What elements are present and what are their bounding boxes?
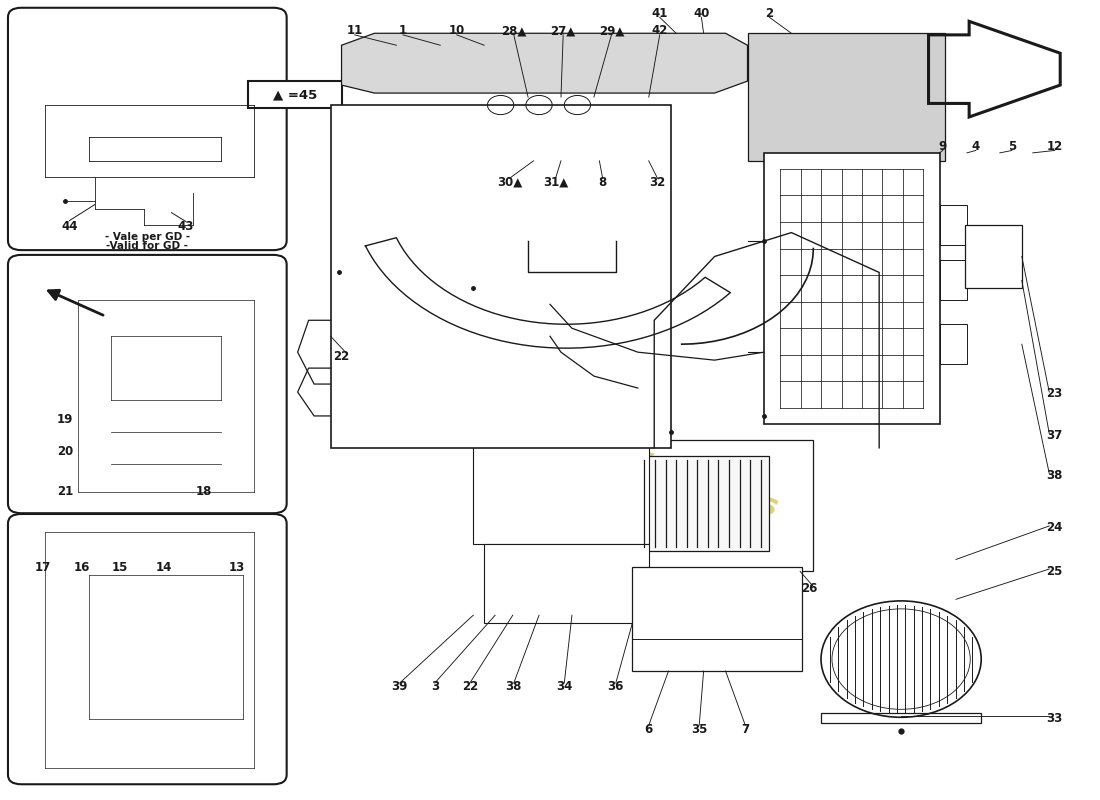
PathPatch shape — [341, 34, 748, 93]
FancyBboxPatch shape — [249, 81, 341, 108]
Text: 23: 23 — [1046, 387, 1063, 400]
Text: 32: 32 — [649, 176, 666, 189]
FancyBboxPatch shape — [939, 261, 967, 300]
FancyBboxPatch shape — [484, 543, 649, 623]
FancyBboxPatch shape — [473, 440, 649, 543]
FancyBboxPatch shape — [614, 135, 660, 154]
Text: 9: 9 — [938, 140, 947, 153]
FancyBboxPatch shape — [614, 119, 660, 138]
Text: 2: 2 — [766, 7, 773, 20]
Text: 19: 19 — [57, 414, 74, 426]
Text: 34: 34 — [557, 681, 572, 694]
Text: 22: 22 — [462, 681, 478, 694]
Text: 16: 16 — [74, 561, 90, 574]
Text: 35: 35 — [691, 722, 707, 736]
Text: 36: 36 — [607, 681, 624, 694]
Text: 17: 17 — [35, 561, 52, 574]
Text: -Valid for GD -: -Valid for GD - — [107, 241, 188, 251]
Text: 10: 10 — [449, 24, 465, 38]
Text: 38: 38 — [1046, 470, 1063, 482]
Text: 4: 4 — [971, 140, 980, 153]
FancyBboxPatch shape — [346, 222, 464, 265]
Polygon shape — [748, 34, 945, 161]
FancyBboxPatch shape — [614, 155, 660, 174]
FancyBboxPatch shape — [813, 65, 906, 123]
FancyBboxPatch shape — [636, 456, 769, 551]
Text: 43: 43 — [177, 220, 194, 233]
Text: 3: 3 — [431, 681, 439, 694]
Polygon shape — [632, 567, 802, 671]
FancyBboxPatch shape — [965, 225, 1022, 288]
Text: 8: 8 — [598, 176, 607, 189]
Text: 44: 44 — [62, 220, 78, 233]
Text: passion for parts: passion for parts — [494, 405, 781, 523]
FancyBboxPatch shape — [680, 62, 691, 83]
Text: 5: 5 — [1008, 140, 1016, 153]
Text: 14: 14 — [155, 561, 172, 574]
FancyBboxPatch shape — [8, 255, 287, 514]
FancyBboxPatch shape — [821, 713, 981, 723]
Text: 12: 12 — [1046, 140, 1063, 153]
Text: 39: 39 — [392, 681, 408, 694]
FancyBboxPatch shape — [697, 62, 708, 83]
Text: 21: 21 — [57, 485, 74, 498]
Text: 7: 7 — [741, 722, 749, 736]
Text: 1: 1 — [399, 24, 407, 38]
Text: 37: 37 — [1046, 430, 1063, 442]
Text: 33: 33 — [1046, 712, 1063, 726]
FancyBboxPatch shape — [638, 643, 791, 667]
Text: 15: 15 — [112, 561, 128, 574]
FancyBboxPatch shape — [339, 114, 473, 257]
FancyBboxPatch shape — [715, 62, 726, 83]
Text: 40: 40 — [693, 7, 710, 20]
FancyBboxPatch shape — [674, 57, 728, 87]
Text: - Vale per GD -: - Vale per GD - — [104, 232, 190, 242]
Text: 13: 13 — [229, 561, 245, 574]
Text: 25: 25 — [1046, 565, 1063, 578]
Text: 42: 42 — [651, 24, 668, 38]
Text: 41: 41 — [651, 7, 668, 20]
Polygon shape — [331, 105, 671, 448]
Text: 31▲: 31▲ — [543, 176, 568, 189]
Text: 38: 38 — [506, 681, 522, 694]
Text: 20: 20 — [57, 446, 74, 458]
FancyBboxPatch shape — [493, 177, 649, 281]
FancyBboxPatch shape — [482, 113, 660, 288]
Text: 6: 6 — [645, 722, 653, 736]
Text: 28▲: 28▲ — [502, 24, 527, 38]
Text: 18: 18 — [196, 485, 212, 498]
FancyBboxPatch shape — [939, 324, 967, 364]
FancyBboxPatch shape — [346, 122, 464, 165]
FancyBboxPatch shape — [8, 8, 287, 250]
FancyBboxPatch shape — [8, 514, 287, 784]
FancyBboxPatch shape — [939, 205, 967, 245]
Text: 24: 24 — [1046, 521, 1063, 534]
Text: 26: 26 — [801, 582, 817, 595]
FancyBboxPatch shape — [346, 170, 464, 213]
Text: 30▲: 30▲ — [497, 176, 522, 189]
Text: 22: 22 — [333, 350, 350, 362]
Polygon shape — [764, 153, 939, 424]
Text: 27▲: 27▲ — [550, 24, 575, 38]
Text: ▲ =45: ▲ =45 — [273, 88, 317, 101]
Text: 11: 11 — [346, 24, 363, 38]
Text: 29▲: 29▲ — [598, 24, 624, 38]
